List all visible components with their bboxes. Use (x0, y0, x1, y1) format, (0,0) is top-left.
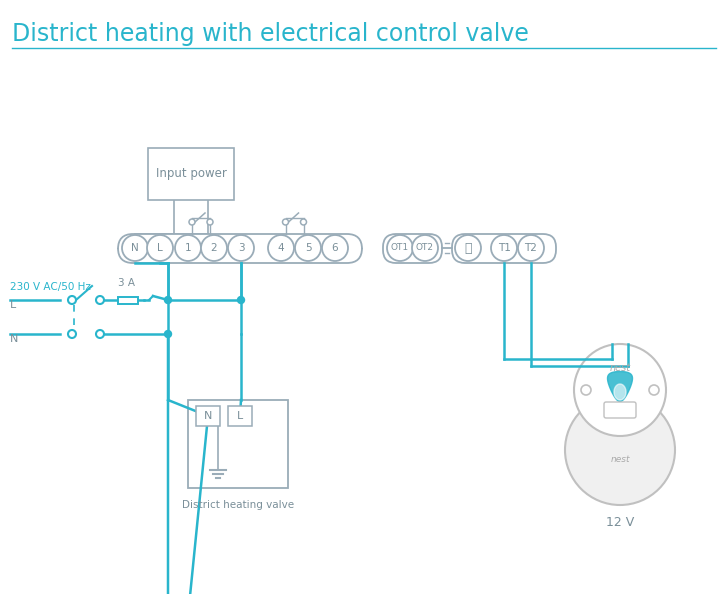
Bar (118, 296, 138, 304)
Text: 3 A: 3 A (118, 278, 135, 288)
Circle shape (412, 235, 438, 261)
Text: T1: T1 (497, 243, 510, 253)
Circle shape (649, 385, 659, 395)
FancyBboxPatch shape (118, 234, 362, 263)
Bar (228, 406, 252, 426)
Circle shape (237, 296, 245, 304)
Text: 12 V: 12 V (606, 516, 634, 529)
Text: L: L (10, 300, 16, 310)
Text: nest: nest (610, 456, 630, 465)
Circle shape (165, 330, 172, 337)
Circle shape (147, 235, 173, 261)
Bar (148, 148, 234, 200)
Circle shape (295, 235, 321, 261)
Circle shape (68, 296, 76, 304)
FancyBboxPatch shape (604, 402, 636, 418)
Circle shape (455, 235, 481, 261)
Text: L: L (237, 411, 243, 421)
Text: ⏚: ⏚ (464, 242, 472, 254)
Text: 3: 3 (237, 243, 245, 253)
Text: N: N (131, 243, 139, 253)
Circle shape (581, 385, 591, 395)
Circle shape (122, 235, 148, 261)
Text: 5: 5 (305, 243, 312, 253)
Text: N: N (10, 334, 18, 344)
Circle shape (301, 219, 306, 225)
Text: L: L (157, 243, 163, 253)
Bar (188, 400, 288, 488)
Circle shape (96, 296, 104, 304)
Circle shape (165, 296, 172, 304)
Circle shape (189, 219, 195, 225)
Circle shape (322, 235, 348, 261)
Circle shape (268, 235, 294, 261)
Text: District heating valve: District heating valve (182, 500, 294, 510)
Circle shape (574, 344, 666, 436)
Text: 6: 6 (332, 243, 339, 253)
Circle shape (201, 235, 227, 261)
Polygon shape (614, 384, 626, 400)
FancyBboxPatch shape (383, 234, 442, 263)
Circle shape (282, 219, 288, 225)
Text: nest: nest (609, 363, 630, 373)
Text: 2: 2 (210, 243, 218, 253)
Text: District heating with electrical control valve: District heating with electrical control… (12, 22, 529, 46)
Circle shape (491, 235, 517, 261)
Text: OT2: OT2 (416, 244, 434, 252)
Circle shape (96, 330, 104, 338)
Text: T2: T2 (525, 243, 537, 253)
Circle shape (565, 395, 675, 505)
Circle shape (518, 235, 544, 261)
Text: 1: 1 (185, 243, 191, 253)
Text: 4: 4 (277, 243, 285, 253)
Circle shape (228, 235, 254, 261)
Bar (196, 406, 220, 426)
Circle shape (68, 330, 76, 338)
Text: OT1: OT1 (391, 244, 409, 252)
Text: 230 V AC/50 Hz: 230 V AC/50 Hz (10, 282, 91, 292)
Circle shape (207, 219, 213, 225)
Text: Input power: Input power (156, 168, 226, 181)
Text: N: N (204, 411, 212, 421)
Polygon shape (607, 371, 633, 402)
FancyBboxPatch shape (452, 234, 556, 263)
Circle shape (387, 235, 413, 261)
Circle shape (175, 235, 201, 261)
